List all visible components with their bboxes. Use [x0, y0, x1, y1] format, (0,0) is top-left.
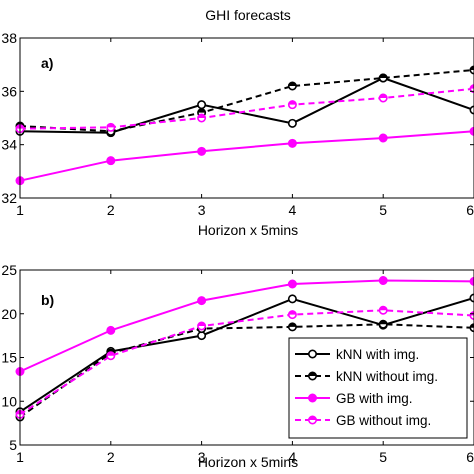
- panel-1-xtick-label: 6: [466, 449, 474, 465]
- panel-0-series-2-point: [378, 133, 388, 143]
- panel-1-xtick-label: 5: [379, 449, 387, 465]
- legend-label: kNN without img.: [336, 369, 438, 384]
- panel-b: 1 2 3 4 5 6 5 10 15 20 25 b) Horizon x 5mins: [1, 262, 474, 470]
- panel-0-ytick-label: 36: [1, 83, 17, 99]
- panel-0-series-3-point: [197, 113, 207, 123]
- panel-1-series-2-line: [19, 279, 474, 373]
- panel-1-series-2-point: [469, 276, 474, 286]
- panel-b-xlabel: Horizon x 5mins: [198, 454, 298, 470]
- panel-1-xtick-label: 1: [16, 449, 24, 465]
- panel-0-series-2-point: [469, 126, 474, 136]
- panel-1-ytick-label: 25: [1, 262, 17, 278]
- panel-0-series-0-line: [19, 76, 474, 134]
- panel-1-series-2-point: [378, 275, 388, 285]
- panel-1-series-3-point: [197, 321, 207, 331]
- legend-entry: kNN with img.: [295, 347, 419, 362]
- panel-a-axes-frame: [19, 37, 474, 199]
- panel-0-ytick-label: 34: [1, 137, 17, 153]
- panel-0-xtick-label: 2: [107, 202, 115, 218]
- panel-0-series-1-point: [378, 73, 388, 83]
- legend-entry: GB with img.: [295, 391, 413, 406]
- panel-0-xtick-label: 6: [466, 202, 474, 218]
- panel-1-series-3-point: [378, 305, 388, 315]
- legend-label: GB without img.: [336, 413, 431, 428]
- panel-0-xtick-label: 3: [198, 202, 206, 218]
- panel-0-ytick-label: 38: [1, 30, 17, 46]
- panel-0-series-3-point: [106, 122, 116, 132]
- legend-marker: [307, 349, 317, 359]
- panel-1-series-0-point: [287, 294, 297, 304]
- panel-1-series-1-line: [19, 323, 474, 418]
- panel-1-series-2-point: [197, 296, 207, 306]
- panel-1-series-3-point: [469, 311, 474, 320]
- panel-1-series-3-point: [106, 351, 116, 361]
- panel-0-series-3-line: [19, 87, 474, 130]
- panel-1-xtick-label: 2: [107, 449, 115, 465]
- legend-entry: GB without img.: [295, 413, 431, 428]
- panel-0-series-0-point: [469, 105, 474, 115]
- legend: kNN with img. kNN without img. GB with img…: [288, 337, 468, 439]
- panel-1-ytick-label: 20: [1, 306, 17, 322]
- panel-1-series-3-point: [287, 310, 297, 320]
- panel-0-xtick-label: 1: [16, 202, 24, 218]
- panel-1-xtick-label: 3: [198, 449, 206, 465]
- panel-1-series-1-point: [469, 323, 474, 333]
- panel-0-series-1-point: [287, 81, 297, 91]
- legend-marker: [307, 415, 317, 425]
- panel-1-series-0-line: [19, 297, 474, 413]
- legend-marker: [307, 371, 317, 381]
- panel-0-series-1-line: [19, 69, 474, 133]
- panel-0-series-3-point: [287, 100, 297, 110]
- legend-label: GB with img.: [336, 391, 413, 406]
- chart-title: GHI forecasts: [205, 7, 291, 23]
- panel-1-series-0-point: [469, 293, 474, 303]
- panel-1-ytick-label: 5: [9, 437, 17, 453]
- panel-0-series-0-point: [197, 100, 207, 110]
- panel-b-label: b): [41, 292, 54, 308]
- legend-label: kNN with img.: [336, 347, 419, 362]
- panel-1-ytick-label: 10: [1, 393, 17, 409]
- panel-1-series-2-point: [106, 325, 116, 335]
- panel-0-xtick-label: 4: [289, 202, 297, 218]
- legend-marker: [307, 393, 317, 403]
- panel-1-series-1-point: [287, 322, 297, 332]
- panel-1-series-3-line: [19, 309, 474, 416]
- panel-0-series-3-point: [378, 93, 388, 103]
- panel-1-series-1-point: [378, 319, 388, 329]
- panel-a-xlabel: Horizon x 5mins: [198, 222, 298, 238]
- panel-1-ytick-label: 15: [1, 350, 17, 366]
- panel-0-series-1-point: [469, 65, 474, 75]
- panel-1-xtick-label: 4: [289, 449, 297, 465]
- panel-a-label: a): [41, 55, 53, 71]
- panel-0-series-2-point: [106, 156, 116, 166]
- panel-1-series-2-point: [287, 279, 297, 289]
- panel-0-series-2-line: [19, 130, 474, 182]
- panel-0-series-2-point: [287, 138, 297, 148]
- panel-0-series-0-point: [287, 118, 297, 128]
- legend-entry: kNN without img.: [295, 369, 438, 384]
- panel-0-series-2-point: [197, 146, 207, 156]
- panel-0-xtick-label: 5: [379, 202, 387, 218]
- panel-0-ytick-label: 32: [1, 190, 17, 206]
